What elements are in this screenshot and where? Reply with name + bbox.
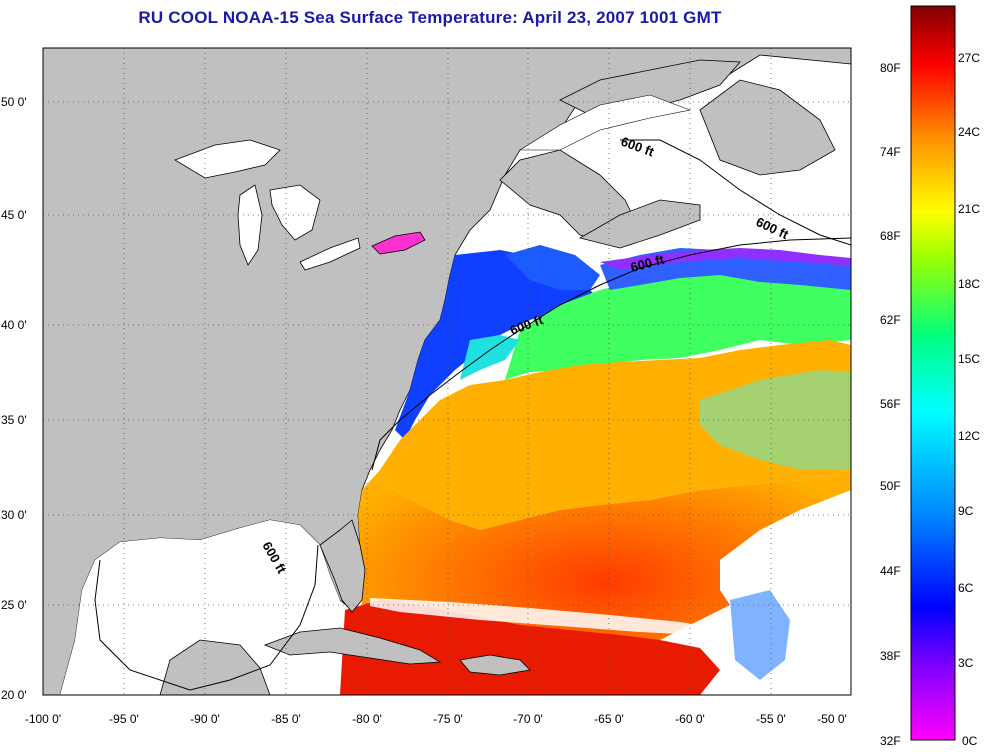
isobath-line-gulf	[94, 544, 319, 691]
fahrenheit-label: 74F	[880, 145, 901, 159]
celsius-label: 0C	[962, 734, 978, 748]
land-yucatan	[159, 639, 271, 695]
latitude-axis: 50 0' 45 0' 40 0' 35 0' 30 0' 25 0' 20 0…	[1, 95, 27, 702]
lat-tick: 50 0'	[1, 95, 27, 109]
lon-tick: -90 0'	[190, 712, 220, 726]
map-layers	[43, 48, 851, 695]
lon-tick: -55 0'	[756, 712, 786, 726]
celsius-label: 15C	[958, 352, 980, 366]
plot-frame	[42, 47, 852, 696]
lon-tick: -75 0'	[433, 712, 463, 726]
fahrenheit-label: 62F	[880, 313, 901, 327]
fahrenheit-label: 56F	[880, 397, 901, 411]
land-hispaniola	[459, 654, 531, 676]
map-title: RU COOL NOAA-15 Sea Surface Temperature:…	[138, 8, 722, 27]
sst-offshore-mix	[700, 370, 851, 470]
sst-gulf-of-maine	[505, 245, 600, 290]
celsius-label: 9C	[958, 504, 974, 518]
gulf-of-mexico	[60, 520, 350, 695]
sst-caribbean-hot	[340, 600, 720, 695]
land-newfoundland	[699, 79, 836, 176]
fahrenheit-label: 32F	[880, 734, 901, 748]
fahrenheit-label: 68F	[880, 229, 901, 243]
celsius-label: 21C	[958, 202, 980, 216]
lon-tick: -65 0'	[594, 712, 624, 726]
sst-eastern-blue	[730, 590, 790, 680]
land-cuba	[263, 627, 442, 665]
lon-tick: -80 0'	[352, 712, 382, 726]
color-scale-celsius: 27C 24C 21C 18C 15C 12C 9C 6C 3C 0C	[958, 51, 980, 748]
celsius-label: 6C	[958, 581, 974, 595]
longitude-axis: -100 0' -95 0' -90 0' -85 0' -80 0' -75 …	[25, 712, 847, 726]
isobath-line-north	[620, 139, 851, 246]
color-scale-fahrenheit: 80F 74F 68F 62F 56F 50F 44F 38F 32F	[880, 61, 901, 748]
lon-tick: -50 0'	[817, 712, 847, 726]
lat-tick: 25 0'	[1, 598, 27, 612]
sst-cold-shelf	[395, 250, 600, 440]
sst-slope-water	[505, 260, 851, 380]
lat-tick: 40 0'	[1, 318, 27, 332]
lon-tick: -95 0'	[109, 712, 139, 726]
lat-tick: 30 0'	[1, 508, 27, 522]
fahrenheit-label: 38F	[880, 649, 901, 663]
sst-gulf-stream-warm	[380, 340, 851, 530]
lat-tick: 20 0'	[1, 688, 27, 702]
lake-superior	[174, 139, 281, 179]
celsius-label: 24C	[958, 125, 980, 139]
color-scale-bar	[910, 5, 956, 741]
celsius-label: 3C	[958, 656, 974, 670]
lat-tick: 45 0'	[1, 208, 27, 222]
celsius-label: 18C	[958, 277, 980, 291]
color-scale: 80F 74F 68F 62F 56F 50F 44F 38F 32F 27C …	[880, 5, 980, 748]
lon-tick: -70 0'	[513, 712, 543, 726]
land-nova-scotia	[578, 199, 701, 249]
isobath-line-atlantic	[371, 237, 851, 471]
fahrenheit-label: 44F	[880, 564, 901, 578]
celsius-label: 27C	[958, 51, 980, 65]
st-lawrence	[518, 94, 692, 151]
lake-huron	[269, 184, 321, 241]
lake-michigan	[237, 184, 263, 266]
sst-cyan-band	[460, 335, 520, 380]
lat-tick: 35 0'	[1, 413, 27, 427]
lon-tick: -60 0'	[675, 712, 705, 726]
fahrenheit-label: 80F	[880, 61, 901, 75]
lon-tick: -85 0'	[271, 712, 301, 726]
sst-cloud-streak	[370, 598, 720, 636]
celsius-label: 12C	[958, 429, 980, 443]
land-florida	[319, 519, 366, 613]
lon-tick: -100 0'	[25, 712, 61, 726]
lake-erie	[299, 237, 361, 271]
fahrenheit-label: 50F	[880, 479, 901, 493]
lake-ontario	[371, 231, 426, 255]
sst-purple-edge	[600, 248, 851, 270]
